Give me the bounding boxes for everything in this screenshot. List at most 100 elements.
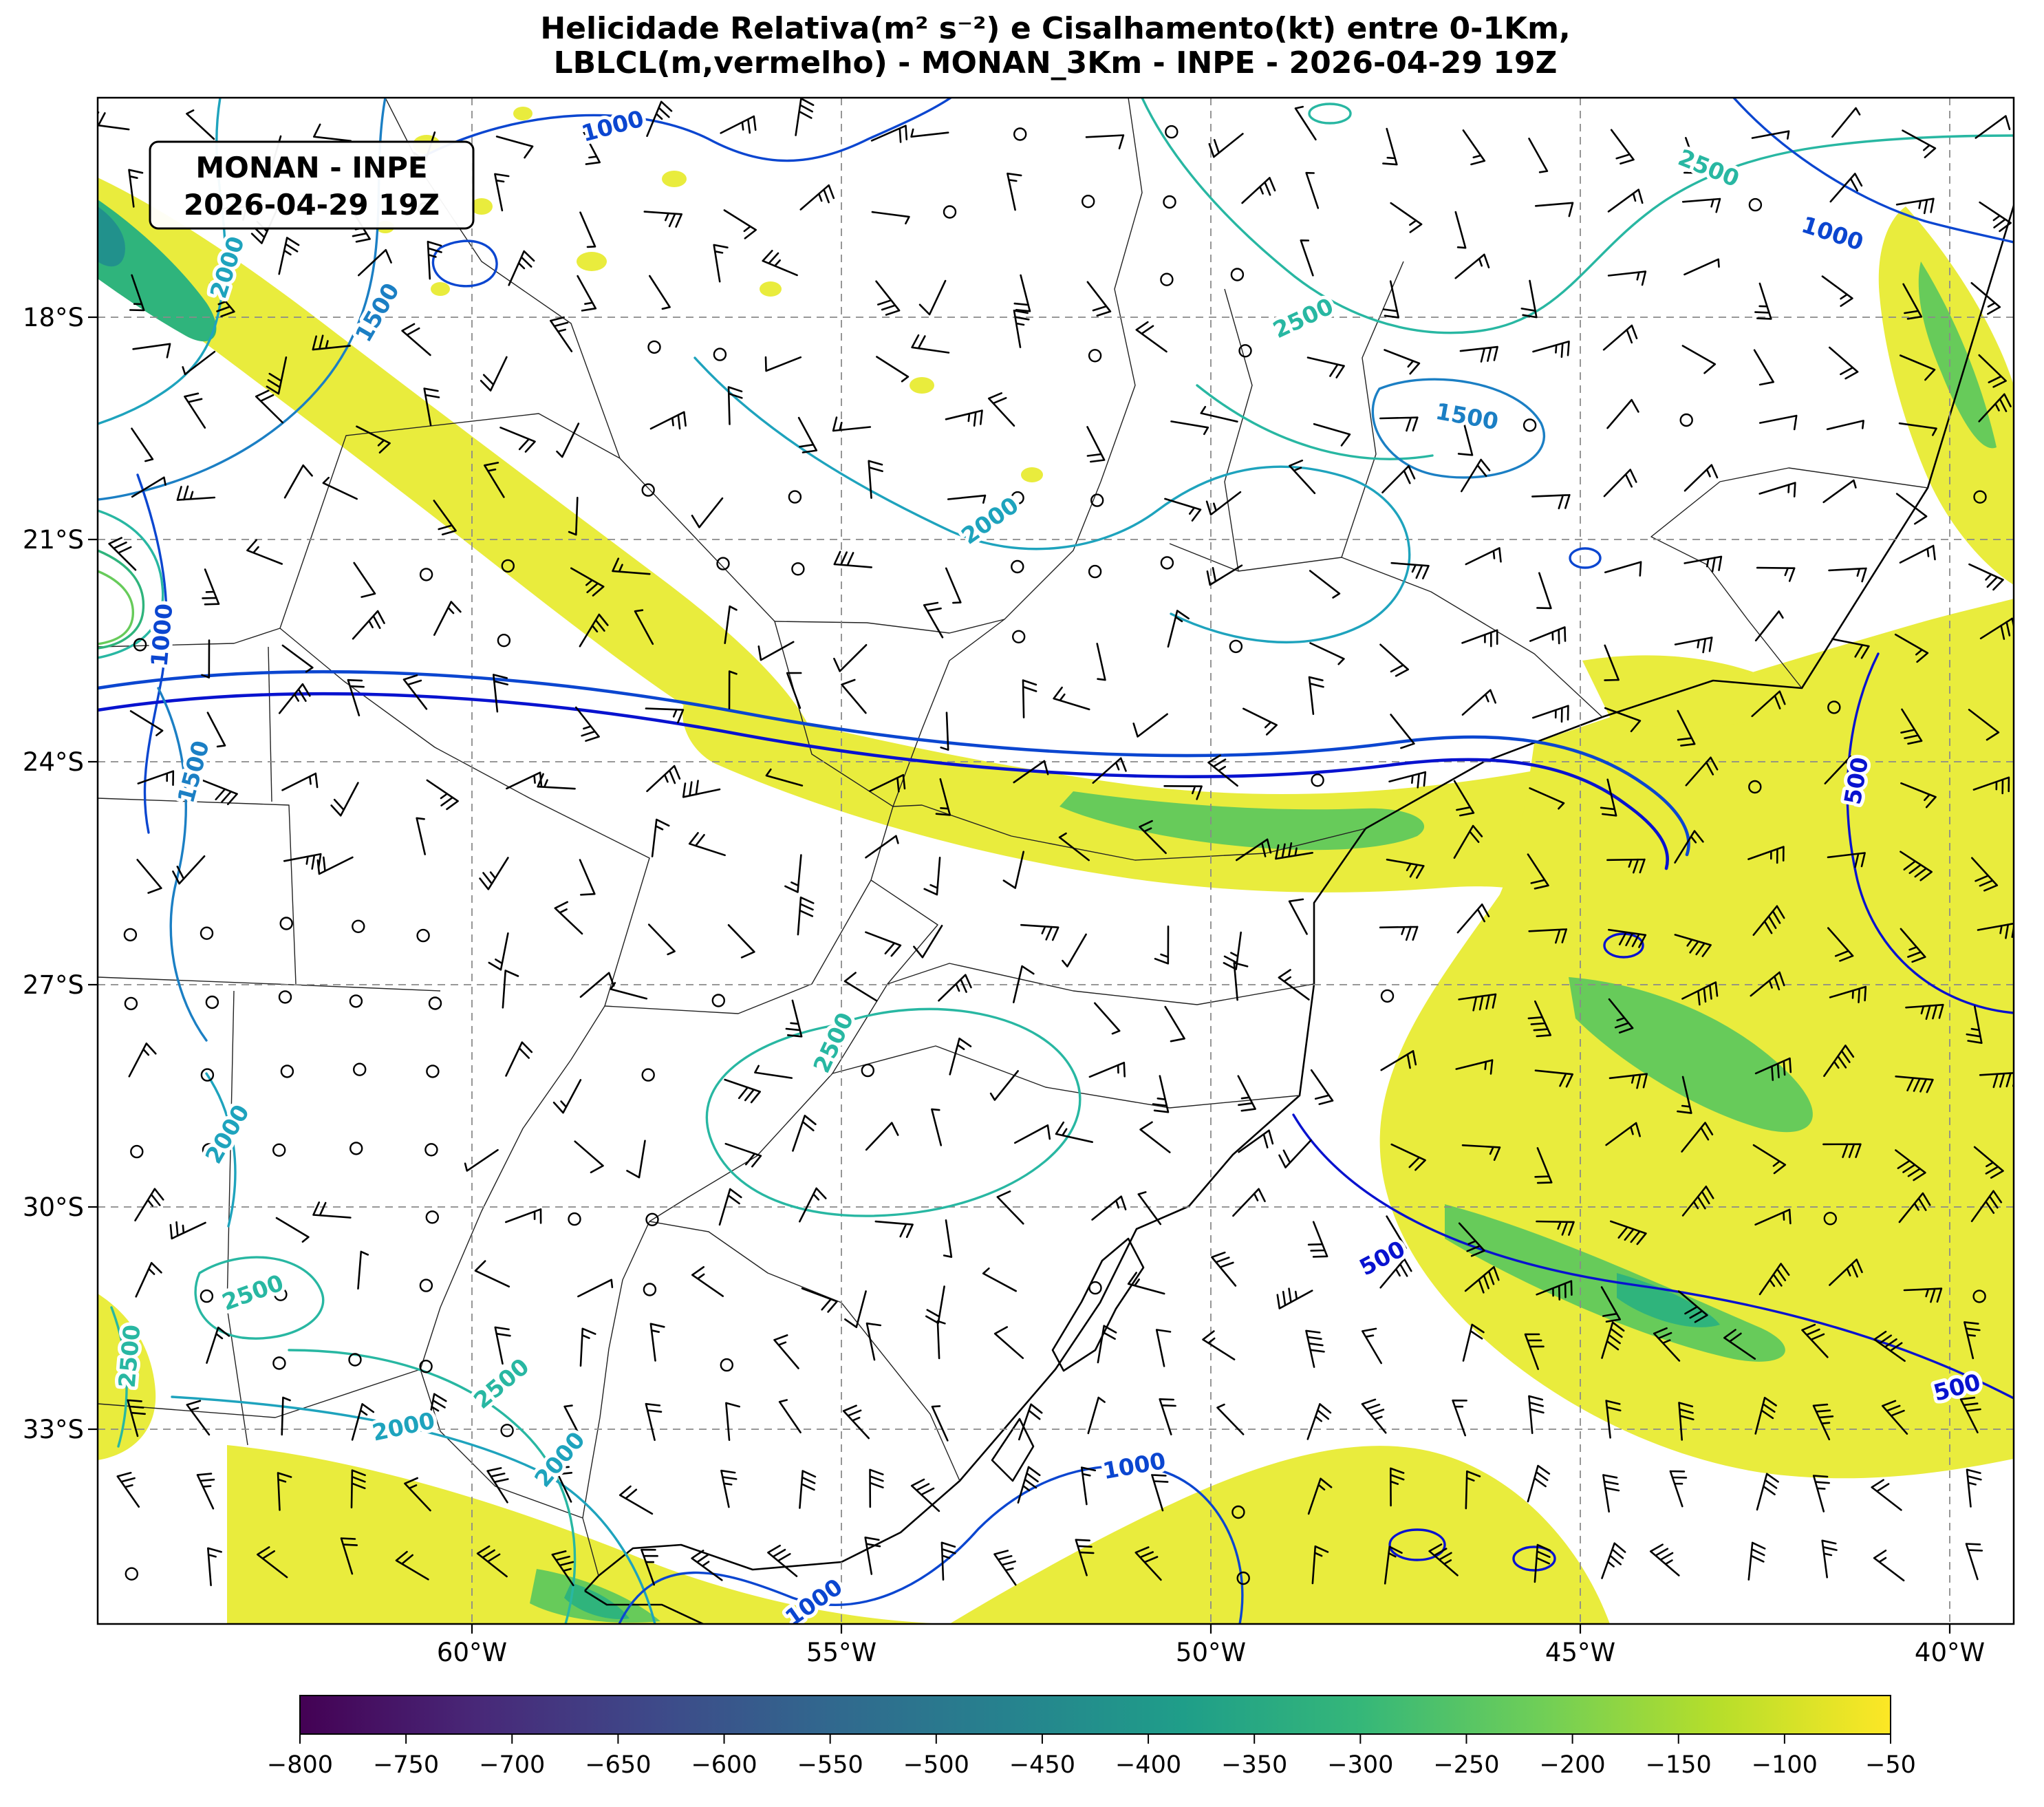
lon-tick-label: 45°W	[1545, 1638, 1615, 1667]
calm-wind-circle	[1081, 195, 1095, 208]
calm-wind-circle	[1088, 564, 1102, 579]
wind-barb	[1758, 414, 1798, 431]
calm-wind-circle	[200, 1289, 214, 1303]
wind-barb	[1379, 1258, 1412, 1289]
wind-barb	[1605, 1400, 1622, 1439]
wind-barb	[1127, 1272, 1165, 1295]
wind-barb	[910, 128, 949, 138]
lat-tick-label: 27°S	[23, 970, 84, 1000]
state-border	[1169, 543, 1603, 718]
wind-barb	[1307, 1477, 1333, 1515]
wind-barb	[785, 999, 803, 1038]
calm-wind-circle	[200, 926, 214, 940]
wind-barb	[641, 1548, 658, 1586]
wind-barb	[1081, 1466, 1097, 1506]
calm-wind-circle	[130, 1144, 144, 1159]
wind-barb	[1529, 626, 1567, 645]
wind-barb	[1208, 133, 1244, 158]
wind-barb	[1603, 469, 1637, 498]
wind-barb	[209, 282, 235, 317]
wind-barb	[1871, 1479, 1902, 1511]
calm-wind-circle	[497, 634, 511, 648]
wind-barb	[1018, 1403, 1043, 1441]
wind-barb	[575, 706, 600, 742]
wind-barb	[1674, 637, 1713, 654]
wind-barb	[876, 356, 910, 383]
wind-barb	[1382, 280, 1399, 319]
wind-barb	[691, 497, 724, 528]
wind-barb	[1752, 1144, 1787, 1175]
wind-barb	[131, 476, 166, 498]
wind-barb	[1964, 1321, 1981, 1360]
wind-barb	[1756, 1473, 1779, 1511]
wind-barb	[137, 770, 175, 786]
wind-barb	[949, 1037, 972, 1076]
wind-barb	[1308, 676, 1324, 715]
wind-barb	[1020, 923, 1059, 941]
wind-barb	[1088, 1062, 1126, 1078]
calm-wind-circle	[419, 1279, 433, 1292]
wind-barb	[1456, 903, 1490, 934]
wind-barb	[579, 613, 609, 648]
wind-barb	[1236, 838, 1272, 862]
wind-barb	[1903, 1287, 1943, 1303]
wind-barb	[1669, 1470, 1688, 1508]
wind-barb	[988, 392, 1015, 427]
wind-barb	[579, 211, 596, 248]
wind-barb	[464, 1148, 499, 1172]
wind-barb	[1379, 643, 1409, 677]
wind-barb	[1966, 1468, 1982, 1508]
lon-tick-label: 40°W	[1915, 1638, 1985, 1667]
calm-wind-circle	[1160, 272, 1174, 286]
wind-barb	[1205, 491, 1242, 516]
wind-barb	[1754, 1396, 1777, 1435]
lcl-contour-1000	[136, 473, 168, 834]
wind-barb	[579, 1327, 596, 1367]
wind-barb	[773, 1334, 799, 1369]
wind-barb	[1609, 1073, 1648, 1089]
wind-barb	[1384, 349, 1421, 375]
wind-barb	[1306, 1403, 1332, 1440]
river-border	[582, 1221, 650, 1519]
wind-barb	[1529, 787, 1565, 810]
wind-barb	[911, 334, 950, 354]
wind-barb	[1534, 1543, 1551, 1583]
wind-barb	[1970, 281, 2001, 315]
wind-barb	[1058, 832, 1090, 862]
calm-wind-circle	[1973, 490, 1987, 504]
wind-barb	[1812, 1403, 1834, 1441]
colorbar-tick-label: −250	[1433, 1751, 1499, 1779]
calm-wind-circle	[720, 1358, 734, 1372]
lcl-contour-2500	[110, 1306, 128, 1448]
calm-wind-circle	[1523, 418, 1537, 432]
wind-barb	[116, 1472, 140, 1508]
wind-barb	[1534, 1069, 1573, 1088]
helicity-spot	[431, 282, 450, 296]
wind-barb	[1905, 1003, 1944, 1020]
wind-barb	[728, 670, 738, 709]
wind-barb	[723, 209, 757, 239]
wind-barb	[1094, 1002, 1121, 1035]
lcl-contour-1000	[618, 1464, 1244, 1624]
wind-barb	[1390, 202, 1423, 233]
wind-barb	[1610, 129, 1635, 165]
wind-barb	[136, 859, 162, 894]
calm-wind-circle	[943, 205, 957, 219]
wind-barb	[1750, 971, 1785, 997]
lat-tick-label: 30°S	[23, 1193, 84, 1222]
wind-barb	[1520, 279, 1538, 319]
wind-barb	[923, 857, 941, 896]
wind-barb	[1361, 1398, 1387, 1434]
wind-barb	[871, 211, 910, 225]
wind-barb	[1677, 1076, 1692, 1114]
wind-barb	[993, 1550, 1017, 1586]
wind-barb	[1608, 998, 1634, 1034]
wind-barb	[129, 274, 145, 312]
colorbar-tick-label: −400	[1115, 1751, 1181, 1779]
wind-barb	[1457, 418, 1474, 456]
calm-wind-circle	[788, 490, 802, 504]
province-border	[98, 798, 297, 985]
wind-barb	[1170, 420, 1209, 436]
wind-barb	[257, 1546, 288, 1579]
wind-barb	[925, 1285, 945, 1325]
